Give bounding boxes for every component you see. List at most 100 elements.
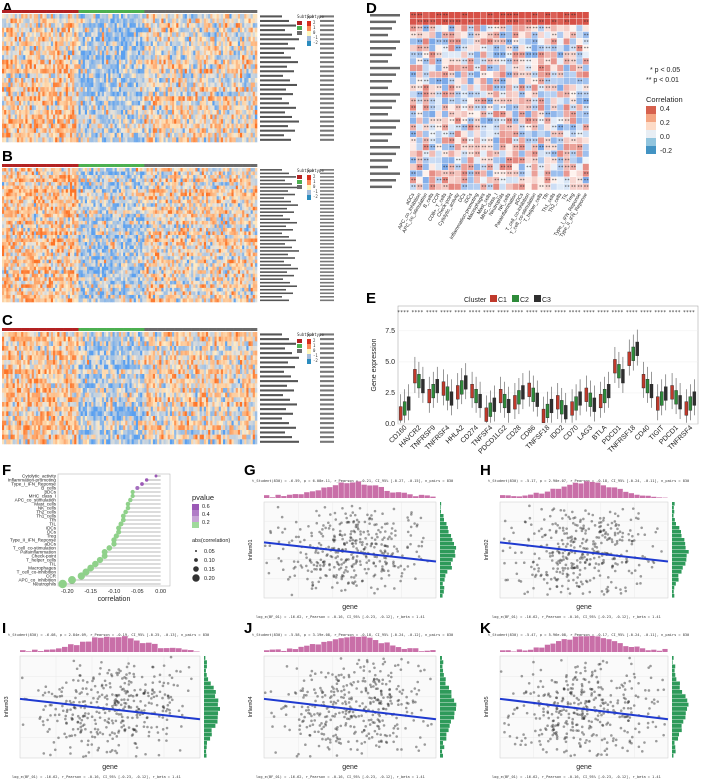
heatmap-cell — [72, 32, 75, 38]
heatmap-cell — [23, 23, 26, 29]
heatmap-cell — [216, 55, 220, 61]
heatmap-cell — [23, 119, 26, 125]
heatmap-cell — [110, 196, 113, 201]
heatmap-cell — [195, 32, 198, 38]
heatmap-cell — [125, 59, 128, 65]
heatmap-cell — [199, 178, 203, 183]
heatmap-cell — [2, 87, 5, 93]
heatmap-cell — [91, 182, 94, 186]
heatmap-cell — [235, 105, 239, 111]
heatmap-cell — [248, 46, 251, 51]
heatmap-cell — [33, 171, 37, 176]
heatmap-cell — [174, 100, 177, 106]
heatmap-cell — [131, 182, 135, 186]
heatmap-cell — [12, 18, 16, 24]
heatmap-cell — [176, 114, 179, 120]
heatmap-cell — [38, 137, 41, 143]
heatmap-cell — [16, 189, 20, 193]
heatmap-cell — [208, 128, 211, 134]
heatmap-cell — [210, 189, 213, 193]
heatmap-cell — [23, 64, 26, 70]
heatmap-cell — [10, 18, 13, 24]
heatmap-cell — [84, 36, 88, 42]
heatmap-cell — [110, 36, 113, 42]
heatmap-cell — [231, 96, 234, 102]
heatmap-cell — [199, 50, 203, 56]
heatmap-cell — [214, 14, 217, 19]
heatmap-cell — [235, 192, 239, 197]
subtype-bar-cell — [189, 164, 192, 167]
heatmap-cell — [150, 105, 154, 111]
heatmap-cell — [244, 123, 247, 129]
heatmap-cell — [31, 175, 35, 179]
heatmap-cell — [140, 55, 143, 61]
heatmap-cell — [99, 137, 103, 143]
heatmap-cell — [114, 189, 118, 193]
heatmap-cell — [8, 192, 11, 197]
heatmap-cell — [133, 132, 137, 138]
heatmap-cell — [4, 36, 7, 42]
heatmap-cell — [99, 203, 103, 208]
heatmap-cell — [127, 168, 130, 172]
heatmap-cell — [167, 105, 171, 111]
heatmap-cell — [206, 114, 209, 120]
heatmap-cell — [231, 114, 234, 120]
heatmap-cell — [212, 119, 215, 125]
heatmap-cell — [223, 119, 226, 125]
heatmap-cell — [254, 100, 258, 106]
heatmap-cell — [155, 78, 158, 83]
heatmap-cell — [12, 137, 16, 143]
heatmap-cell — [97, 105, 101, 111]
heatmap-cell — [220, 82, 224, 88]
heatmap-cell — [2, 82, 5, 88]
heatmap-cell — [38, 100, 41, 106]
heatmap-cell — [216, 87, 220, 93]
heatmap-cell — [210, 27, 213, 33]
heatmap-cell — [142, 182, 145, 186]
heatmap-cell — [61, 171, 64, 176]
heatmap-cell — [172, 178, 175, 183]
subtype-bar-cell — [165, 10, 169, 13]
heatmap-cell — [57, 137, 60, 143]
subtype-bar-cell — [144, 164, 147, 167]
heatmap-cell — [29, 192, 33, 197]
heatmap-cell — [223, 23, 226, 29]
heatmap-cell — [97, 189, 101, 193]
heatmap-cell — [87, 64, 90, 70]
heatmap-cell — [206, 32, 209, 38]
heatmap-cell — [203, 41, 207, 47]
heatmap-cell — [172, 46, 175, 51]
heatmap-cell — [227, 199, 230, 204]
heatmap-cell — [53, 27, 56, 33]
heatmap-cell — [225, 119, 228, 125]
heatmap-cell — [214, 36, 217, 42]
heatmap-cell — [89, 178, 92, 183]
heatmap-cell — [91, 91, 94, 97]
p-value-mark — [320, 138, 334, 141]
heatmap-cell — [142, 68, 145, 74]
heatmap-cell — [53, 55, 56, 61]
heatmap-cell — [193, 203, 196, 208]
heatmap-cell — [242, 59, 245, 65]
heatmap-cell — [127, 178, 130, 183]
heatmap-cell — [99, 168, 103, 172]
heatmap-cell — [14, 199, 18, 204]
heatmap-cell — [53, 82, 56, 88]
heatmap-cell — [184, 87, 188, 93]
heatmap-cell — [99, 18, 103, 24]
heatmap-cell — [146, 192, 149, 197]
heatmap-cell — [29, 185, 33, 190]
heatmap-cell — [10, 36, 13, 42]
heatmap-cell — [201, 196, 205, 201]
heatmap-cell — [216, 18, 220, 24]
heatmap-cell — [10, 196, 13, 201]
heatmap-cell — [19, 73, 22, 79]
heatmap-cell — [70, 41, 73, 47]
heatmap-cell — [135, 203, 139, 208]
heatmap-cell — [159, 100, 162, 106]
heatmap-cell — [182, 96, 186, 102]
heatmap-cell — [223, 78, 226, 83]
row-label-mark — [260, 19, 289, 22]
heatmap-cell — [53, 196, 56, 201]
heatmap-cell — [248, 185, 251, 190]
